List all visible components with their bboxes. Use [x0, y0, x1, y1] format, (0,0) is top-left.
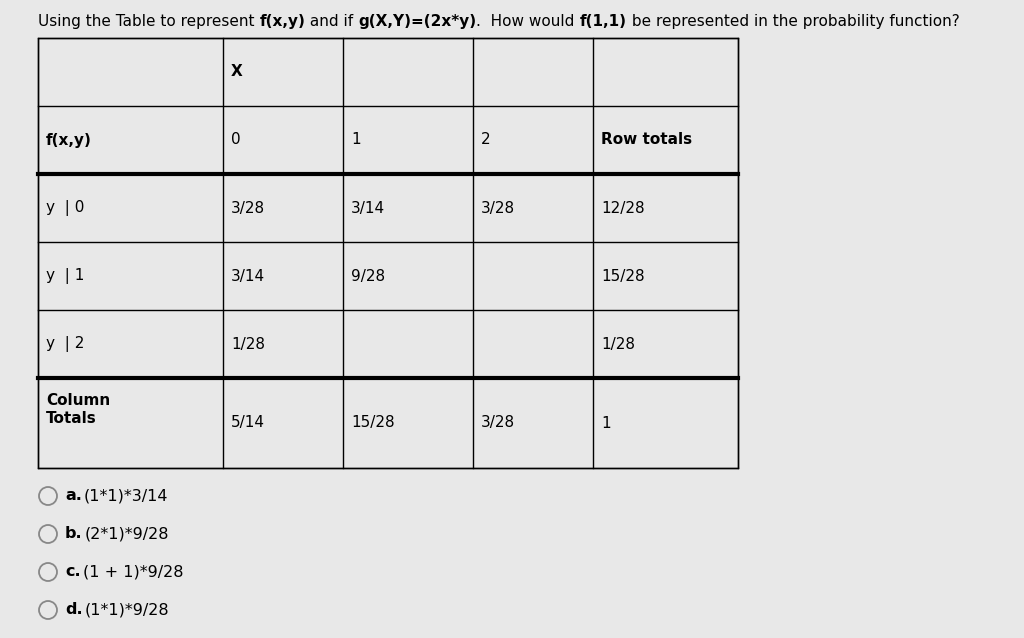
Text: d.: d.: [65, 602, 83, 618]
Text: Using the Table to represent: Using the Table to represent: [38, 14, 259, 29]
Text: 12/28: 12/28: [601, 200, 645, 216]
Text: 3/14: 3/14: [351, 200, 385, 216]
Text: 1: 1: [351, 133, 360, 147]
Text: y  | 1: y | 1: [46, 268, 84, 284]
Text: f(1,1): f(1,1): [580, 14, 627, 29]
Text: f(x,y): f(x,y): [46, 133, 92, 147]
Text: 0: 0: [231, 133, 241, 147]
Text: 3/28: 3/28: [481, 415, 515, 431]
Text: 1: 1: [601, 415, 610, 431]
Text: (2*1)*9/28: (2*1)*9/28: [85, 526, 169, 542]
Text: f(x,y): f(x,y): [259, 14, 305, 29]
Text: 1/28: 1/28: [231, 336, 265, 352]
Text: and if: and if: [305, 14, 358, 29]
Text: y  | 2: y | 2: [46, 336, 84, 352]
Text: Column
Totals: Column Totals: [46, 393, 111, 426]
Text: 9/28: 9/28: [351, 269, 385, 283]
Text: 1/28: 1/28: [601, 336, 635, 352]
Text: b.: b.: [65, 526, 83, 542]
Text: (1*1)*3/14: (1*1)*3/14: [84, 489, 168, 503]
Text: 15/28: 15/28: [601, 269, 645, 283]
Text: .  How would: . How would: [476, 14, 580, 29]
Text: 5/14: 5/14: [231, 415, 265, 431]
Text: 15/28: 15/28: [351, 415, 394, 431]
Text: c.: c.: [65, 565, 81, 579]
Bar: [38, 38, 738, 468]
Text: (1*1)*9/28: (1*1)*9/28: [85, 602, 169, 618]
Text: be represented in the probability function?: be represented in the probability functi…: [627, 14, 959, 29]
Text: X: X: [231, 64, 243, 80]
Text: 3/14: 3/14: [231, 269, 265, 283]
Text: Row totals: Row totals: [601, 133, 692, 147]
Text: a.: a.: [65, 489, 82, 503]
Text: 3/28: 3/28: [231, 200, 265, 216]
Text: 2: 2: [481, 133, 490, 147]
Text: y  | 0: y | 0: [46, 200, 84, 216]
Text: g(X,Y)=(2x*y): g(X,Y)=(2x*y): [358, 14, 476, 29]
Text: 3/28: 3/28: [481, 200, 515, 216]
Text: (1 + 1)*9/28: (1 + 1)*9/28: [83, 565, 183, 579]
